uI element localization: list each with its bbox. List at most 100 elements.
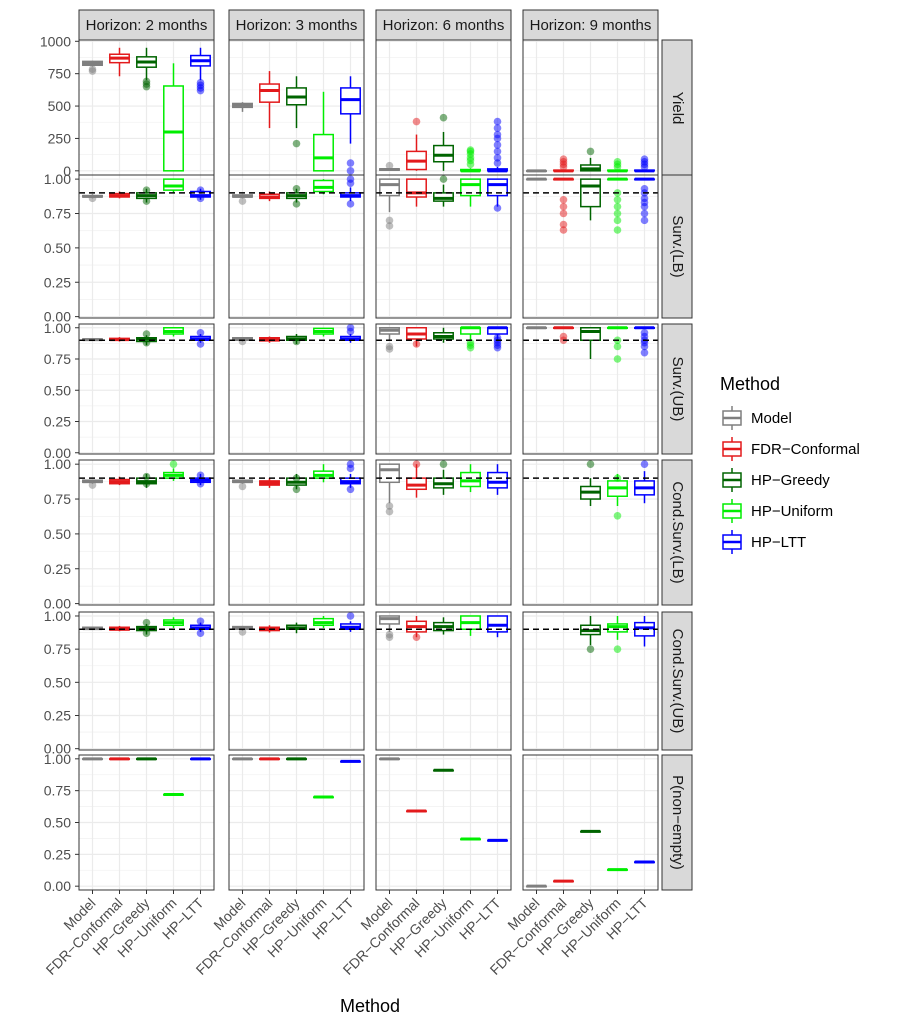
iqr-box [259, 83, 280, 103]
panel [375, 174, 512, 319]
outlier-point [493, 147, 502, 156]
legend-key [722, 530, 742, 554]
row-strip-label: Yield [669, 92, 686, 125]
box-hp-greedy [286, 473, 307, 494]
outlier-point [142, 472, 151, 481]
outlier-point [292, 200, 301, 208]
box-hp-greedy [136, 330, 157, 347]
box-hp-uniform [607, 473, 628, 520]
panel: ModelFDR−ConformalHP−GreedyHP−UniformHP−… [487, 754, 659, 978]
box-hp-greedy [136, 47, 157, 91]
box-model [526, 884, 547, 888]
box-model [379, 463, 400, 516]
box-model [379, 757, 400, 761]
box-hp-greedy [433, 175, 454, 207]
outlier-point [169, 460, 178, 468]
y-tick-label: 0 [63, 163, 71, 179]
outlier-point [385, 342, 394, 351]
box-hp-greedy [580, 460, 601, 507]
box-hp-ltt [634, 155, 655, 173]
outlier-point [586, 147, 595, 156]
y-tick-label: 0.00 [44, 445, 71, 461]
legend-label: Model [751, 410, 792, 427]
panel-border [522, 174, 659, 319]
column-strip-label: Horizon: 2 months [86, 17, 208, 34]
y-tick-label: 1.00 [44, 171, 71, 187]
outlier-point [613, 216, 622, 225]
outlier-point [196, 471, 205, 480]
y-tick-label: 0.25 [44, 561, 71, 577]
outlier-point [196, 194, 205, 203]
y-tick-label: 250 [48, 130, 72, 146]
box-hp-greedy [580, 178, 601, 221]
outlier-point [292, 474, 301, 482]
y-tick-label: 0.75 [44, 641, 71, 657]
box-hp-ltt [487, 326, 508, 352]
box-hp-greedy [286, 622, 307, 634]
box-hp-ltt [190, 757, 211, 761]
panel [375, 39, 512, 177]
panel [522, 39, 659, 177]
panel-border [228, 459, 365, 606]
box-model [526, 169, 547, 173]
panel-border [78, 174, 215, 319]
column-strip-label: Horizon: 3 months [236, 17, 358, 34]
box-hp-ltt [487, 615, 508, 638]
panel [228, 323, 365, 455]
outlier-point [559, 155, 568, 163]
outlier-point [385, 222, 394, 230]
outlier-point [346, 175, 355, 183]
box-fdr-conformal [553, 326, 574, 345]
box-model [232, 757, 253, 761]
row-strip [661, 323, 693, 455]
box-hp-greedy [433, 113, 454, 171]
box-model [232, 102, 253, 112]
panel [78, 323, 215, 455]
box-hp-greedy [136, 186, 157, 205]
box-hp-greedy [286, 757, 307, 761]
row-strip-label: P(non−empty) [669, 775, 686, 870]
outlier-point [493, 124, 502, 132]
outlier-point [385, 507, 394, 516]
box-hp-uniform [460, 326, 481, 352]
panel [78, 459, 215, 606]
panel [375, 611, 512, 751]
y-tick-label: 0.25 [44, 846, 71, 862]
box-model [379, 615, 400, 642]
outlier-point [493, 154, 502, 162]
outlier-point [196, 186, 205, 194]
outlier-point [559, 226, 568, 234]
box-hp-ltt [487, 838, 508, 842]
box-hp-greedy [580, 327, 601, 359]
x-axis-title: Method [340, 996, 400, 1016]
y-tick-label: 0.75 [44, 351, 71, 367]
outlier-point [346, 200, 355, 208]
box-model [82, 757, 103, 761]
y-tick-label: 0.50 [44, 526, 71, 542]
box-hp-ltt [190, 47, 211, 95]
column-strip [522, 9, 659, 41]
outlier-point [385, 161, 394, 170]
outlier-point [640, 194, 649, 203]
outlier-point [142, 618, 151, 627]
outlier-point [640, 348, 649, 357]
outlier-point [292, 337, 301, 346]
outlier-point [385, 630, 394, 639]
panel-border [228, 323, 365, 455]
column-strip [228, 9, 365, 41]
box-fdr-conformal [406, 809, 427, 813]
iqr-box [487, 471, 508, 489]
outlier-point [559, 209, 568, 218]
outlier-point [196, 328, 205, 337]
outlier-point [439, 460, 448, 468]
outlier-point [346, 460, 355, 468]
box-fdr-conformal [406, 117, 427, 171]
outlier-point [613, 195, 622, 204]
panel [228, 39, 365, 177]
row-strip-label: Surv.(UB) [669, 357, 686, 422]
y-tick-label: 1.00 [44, 320, 71, 336]
box-model [82, 60, 103, 75]
box-fdr-conformal [553, 155, 574, 173]
outlier-point [613, 209, 622, 218]
